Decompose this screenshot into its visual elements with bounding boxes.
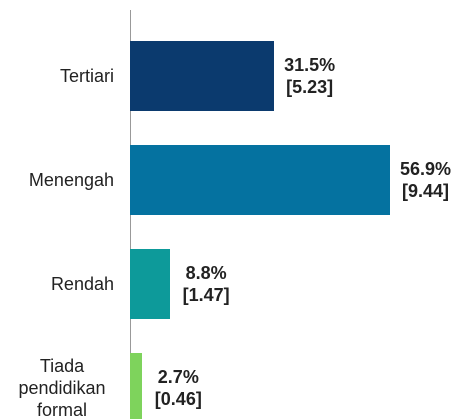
value-label-line: [0.46] [154,389,202,409]
value-label-line: 2.7% [157,367,199,387]
value-label-line: 8.8% [185,263,227,283]
category-label: Tertiari [59,66,114,86]
value-label-line: 31.5% [284,55,336,75]
category-label: Menengah [28,170,114,190]
value-label-line: [9.44] [402,181,450,201]
category-label: Tiada pendidikan formal [18,356,106,419]
bar [130,353,143,419]
bar [130,145,390,215]
value-label-line: 56.9% [400,159,452,179]
value-label-line: [1.47] [182,285,230,305]
bar [130,41,274,111]
value-label: 8.8% [1.47] [161,262,251,306]
value-label-line: [5.23] [286,77,334,97]
category-label: Rendah [50,274,114,294]
value-label: 2.7% [0.46] [133,366,223,410]
value-label: 56.9% [9.44] [381,158,463,202]
bar [130,249,171,319]
value-label: 31.5% [5.23] [265,54,355,98]
